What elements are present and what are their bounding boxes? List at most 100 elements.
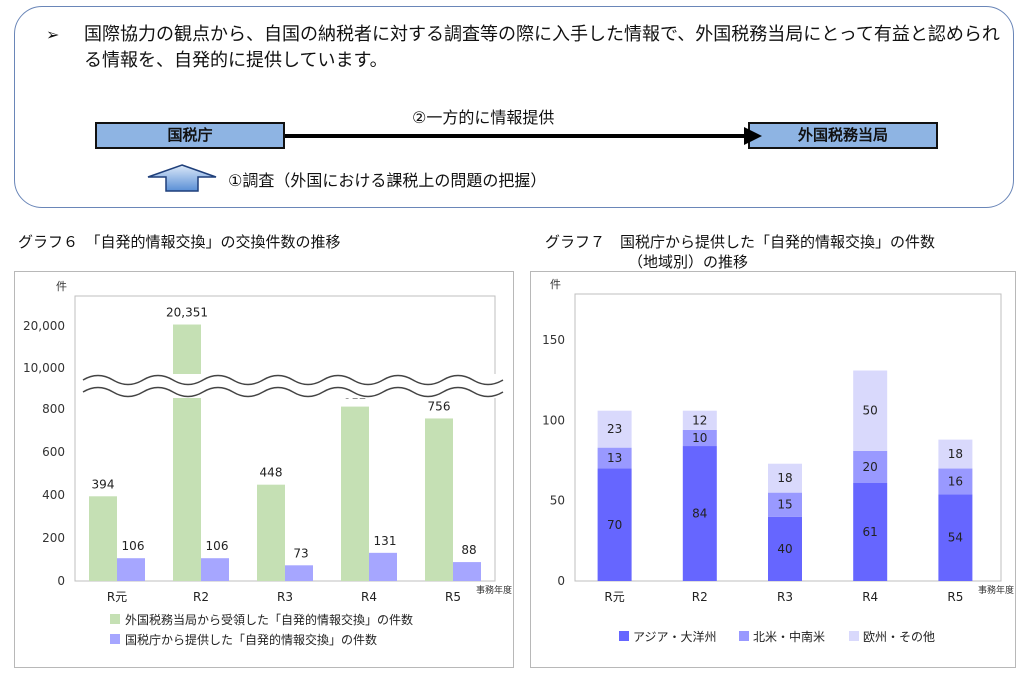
arrow-head-icon [744,127,762,145]
graph6-ytick-label: 400 [42,488,65,502]
graph6-axis-break-line [82,374,504,386]
graph7-segment-value-label: 23 [607,422,622,436]
graph7-segment-value-label: 18 [777,471,792,485]
graph7-segment-value-label: 15 [777,498,792,512]
graph7-bar-segment [938,439,973,469]
graph6-bar [201,558,229,581]
graph7-segment-value-label: 20 [863,460,878,474]
graph6-ytick-label: 20,000 [23,319,65,333]
graph6-bar [89,496,117,581]
graph6-xtick-label: R5 [445,590,461,604]
info-flow-arrow [285,134,750,138]
graph7-ytick-label: 50 [550,494,565,508]
graph6-bar-value-label: 448 [260,466,283,480]
graph6-axis-break-band [81,374,507,398]
graph7-legend-swatch [619,631,629,641]
graph6-bar [257,484,285,581]
graph6-xtick-label: R4 [361,590,377,604]
bullet-arrow-icon: ➢ [46,25,60,44]
info-flow-label: ②一方的に情報提供 [412,108,555,127]
graph7-ytick-label: 150 [542,333,565,347]
graph7-xtick-label: R元 [604,590,624,604]
graph6-bar [285,565,313,581]
graph7-xtick-label: R4 [862,590,878,604]
graph7-segment-value-label: 16 [948,474,963,488]
graph7-legend-label: 北米・中南米 [753,629,825,644]
graph6-bar [453,562,481,581]
graph6-panel: 0 200 400 600 800 10,000 20,000 件 394 106 R元 20,351… [14,271,514,668]
graph6-legend-label: 外国税務当局から受領した「自発的情報交換」の件数 [125,612,413,627]
graph7-segment-value-label: 54 [948,531,963,545]
intro-text: ➢ 国際協力の観点から、自国の納税者に対する調査等の際に入手した情報で、外国税務… [46,22,1006,74]
graph7-bar-segment [853,370,888,451]
graph6-bar-value-label: 106 [122,539,145,553]
graph6-legend-swatch [110,614,120,624]
graph7-legend-label: 欧州・その他 [863,630,935,644]
graph7-bar-segment [768,463,802,493]
graph6-xtick-label: R3 [277,590,293,604]
graph6-axis-break-line [82,386,504,398]
graph6-legend-swatch [110,634,120,644]
nta-node: 国税庁 [95,122,285,149]
graph6-bar-value-label: 20,351 [166,306,208,320]
graph7-bar-segment [853,450,888,483]
graph7-segment-value-label: 50 [863,404,878,418]
graph6-bar [173,324,201,581]
graph6-ytick-label: 200 [42,531,65,545]
graph7-legend-swatch [739,631,749,641]
graph7-panel: 0 50 100 150 件 70 13 23 R元 84 10 12 R2 40 15 18 R3 61 20 50… [530,271,1016,668]
graph7-xtick-label: R3 [777,590,793,604]
graph6-title: グラフ６ 「自発的情報交換」の交換件数の推移 [18,233,341,251]
graph6-ytick-label: 0 [57,574,65,588]
graph7-segment-value-label: 84 [692,507,707,521]
graph7-bar-segment [938,494,973,581]
graph6-ytick-label: 600 [42,445,65,459]
graph7-segment-value-label: 18 [948,447,963,461]
graph7-segment-value-label: 13 [607,451,622,465]
graph6-xtick-label: R元 [107,590,127,604]
up-arrow-icon [147,164,217,192]
graph6-xtick-label: R2 [193,590,209,604]
graph7-ytick-label: 100 [542,413,565,427]
investigation-label: ①調査（外国における課税上の問題の把握） [228,171,547,190]
graph7-bar-segment [768,492,802,517]
graph7-bar-segment [597,468,632,581]
foreign-authority-node: 外国税務当局 [748,122,938,149]
graph7-segment-value-label: 70 [607,518,622,532]
graph7-xtick-label: R5 [947,590,963,604]
intro-sentence: 国際協力の観点から、自国の納税者に対する調査等の際に入手した情報で、外国税務当局… [84,24,1000,71]
graph7-segment-value-label: 61 [863,525,878,539]
graph6-x-unit-label: 事務年度 [476,584,512,596]
graph7-ytick-label: 0 [557,574,565,588]
graph6-chart: 0 200 400 600 800 10,000 20,000 件 394 106 R元 20,351… [23,280,512,647]
graph7-xtick-label: R2 [692,590,708,604]
graph7-segment-value-label: 40 [777,542,792,556]
graph7-bar-segment [597,410,632,448]
graph6-bar-value-label: 131 [374,534,397,548]
graph7-bar-segment [682,429,717,447]
graph7-bar-segment [853,482,888,581]
graph6-bar [369,552,397,581]
graph7-bar-segment [938,468,973,495]
graph7-x-unit-label: 事務年度 [978,584,1014,596]
graph6-bar [117,558,145,581]
graph7-bar-segment [682,410,717,430]
graph6-ytick-label: 10,000 [23,361,65,375]
graph7-chart: 0 50 100 150 件 70 13 23 R元 84 10 12 R2 40 15 18 R3 61 20 50… [542,278,1014,644]
graph6-bar-value-label: 88 [461,543,476,557]
graph7-title-line1: グラフ７ 国税庁から提供した「自発的情報交換」の件数 [545,233,936,251]
graph6-unit-label: 件 [56,280,67,293]
graph7-bar-segment [768,516,802,581]
graph7-segment-value-label: 10 [692,431,707,445]
graph7-segment-value-label: 12 [692,413,707,427]
graph7-legend-label: アジア・大洋州 [633,629,717,644]
graph7-title-line2: （地域別）の推移 [628,253,749,271]
graph6-bar-value-label: 394 [92,477,115,491]
graph7-bar-segment [682,446,717,581]
graph6-bar [341,406,369,581]
graph6-legend-label: 国税庁から提供した「自発的情報交換」の件数 [125,632,377,647]
graph6-bar [425,418,453,581]
graph7-legend-swatch [849,631,859,641]
graph6-ytick-label: 800 [42,402,65,416]
graph6-bar-value-label: 106 [206,539,229,553]
